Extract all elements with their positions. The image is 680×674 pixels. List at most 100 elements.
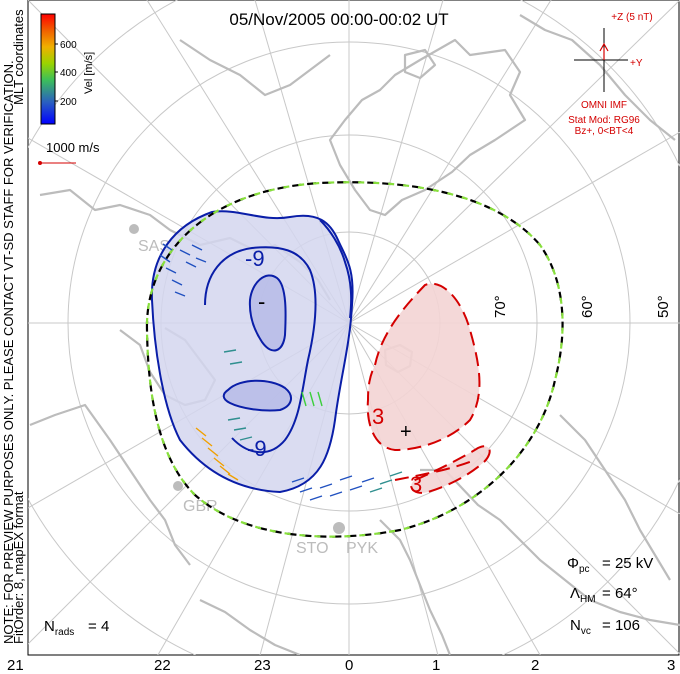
lat-label-50: 50° xyxy=(655,295,672,318)
contour-negative-outer xyxy=(150,210,354,494)
stat-phi-pc-number: 25 kV xyxy=(615,555,653,572)
stat-phi-pc-symbol: Φpc xyxy=(567,555,590,575)
colorbar-tick-label-400: 400 xyxy=(60,68,77,79)
station-label-gbr: GBR xyxy=(183,498,218,515)
imf-source: OMNI IMF xyxy=(581,100,627,111)
vector xyxy=(349,485,363,491)
plot-title: 05/Nov/2005 00:00-00:02 UT xyxy=(229,10,448,29)
vector xyxy=(165,267,177,274)
imf-vector-head xyxy=(599,42,609,52)
coastline-greenland xyxy=(328,38,527,217)
vector xyxy=(317,391,323,407)
vector xyxy=(319,483,333,489)
heppner-maynard-boundary xyxy=(145,181,564,538)
potential-region-positive-lower xyxy=(411,446,490,493)
vector xyxy=(301,391,307,407)
colorbar-label: Vel [m/s] xyxy=(83,52,95,94)
contour-label-negative-upper: -9 xyxy=(245,246,265,271)
mlt-tick-label-1: 1 xyxy=(432,657,440,674)
vector xyxy=(185,261,197,268)
imf-y-label: +Y xyxy=(630,58,643,69)
vector xyxy=(361,477,375,483)
vector xyxy=(239,436,253,441)
coastline-scandinavia xyxy=(379,519,452,655)
potential-region-negative xyxy=(151,211,353,492)
vector xyxy=(207,447,219,457)
vector xyxy=(309,391,315,407)
potential-region-negative-inner xyxy=(249,275,286,351)
station-marker-sas xyxy=(129,224,139,234)
mlt-line-16 xyxy=(348,131,680,324)
vector xyxy=(219,465,231,475)
coastline-iceland xyxy=(403,48,437,80)
stat-phi-pc-value: = 25 kV xyxy=(602,555,653,572)
station-label-pyk: PYK xyxy=(346,540,378,557)
contour-label-negative-lower: -9 xyxy=(247,436,267,461)
potential-region-negative-lower xyxy=(223,380,292,411)
coastline-south xyxy=(199,599,301,655)
coastline-east xyxy=(559,414,671,581)
coordinates-label: MLT coordinates xyxy=(11,9,26,105)
contour-negative-right-edge xyxy=(319,219,353,319)
vector xyxy=(201,437,213,447)
colorbar xyxy=(40,13,56,125)
mlt-line-15 xyxy=(348,0,680,324)
vector xyxy=(299,487,313,493)
contour-positive-inner-arc xyxy=(394,459,476,481)
imf-header: +Z (5 nT) xyxy=(611,12,652,23)
station-label-sto: STO xyxy=(296,540,329,557)
contour-positive-outer xyxy=(366,282,481,452)
contour-label-positive-max: + xyxy=(400,421,412,443)
contour-negative-inner-ring xyxy=(248,274,287,352)
mlt-tick-label-3: 3 xyxy=(667,657,675,674)
plot-frame xyxy=(27,0,680,656)
coastline-northwest xyxy=(179,39,331,97)
lat-label-70: 70° xyxy=(492,295,509,318)
stat-n-rads: Nrads = 4 xyxy=(44,618,109,638)
stat-lambda-hm-number: 64° xyxy=(615,585,638,602)
stat-n-rads-value: = 4 xyxy=(88,618,109,635)
vector xyxy=(227,417,241,421)
mlt-line-14 xyxy=(348,0,552,324)
fit-order: FitOrder: 8, mapEX format xyxy=(11,491,26,644)
vector xyxy=(171,279,183,286)
positive-contours xyxy=(366,282,491,494)
stat-n-vc-number: 106 xyxy=(615,617,640,634)
hm-boundary-green xyxy=(145,181,564,538)
scale-vector-label: 1000 m/s xyxy=(46,140,100,155)
vector xyxy=(223,349,237,353)
vector xyxy=(233,427,247,431)
negative-contours xyxy=(150,210,354,494)
mlt-tick-label-22: 22 xyxy=(154,657,171,674)
imf-condition: Bz+, 0<BT<4 xyxy=(575,126,634,137)
vector xyxy=(191,244,203,251)
colorbar-tick-label-200: 200 xyxy=(60,97,77,108)
mlt-line-1 xyxy=(348,322,439,655)
potential-region-positive xyxy=(367,283,480,450)
vector xyxy=(227,473,239,481)
coastline-northeast xyxy=(519,14,676,141)
mlt-tick-label-0: 0 xyxy=(345,657,353,674)
stat-n-vc-value: = 106 xyxy=(602,617,640,634)
vector xyxy=(369,487,383,493)
vector xyxy=(229,361,243,365)
stat-lambda-hm-symbol: ΛHM xyxy=(570,585,596,605)
vector xyxy=(329,491,343,497)
vector-cluster-sto xyxy=(291,475,375,501)
vector xyxy=(162,243,173,251)
vector xyxy=(291,477,305,483)
vector-cluster-midnight xyxy=(301,391,323,407)
contour-label-negative-min: - xyxy=(258,289,265,314)
imf-stat-mod: Stat Mod: RG96 xyxy=(568,115,640,126)
vector-cluster-sas xyxy=(159,243,207,297)
stat-n-vc: Nvc = 106 xyxy=(570,617,640,637)
stat-lambda-hm-value: = 64° xyxy=(602,585,638,602)
stat-n-rads-symbol: Nrads xyxy=(44,618,74,638)
mlt-tick-label-23: 23 xyxy=(254,657,271,674)
lat-label-60: 60° xyxy=(579,295,596,318)
vector-cluster-gbr xyxy=(195,427,239,481)
vector-cluster-center xyxy=(223,349,253,441)
vector-cluster-pyk xyxy=(369,471,403,493)
vector xyxy=(174,291,186,297)
